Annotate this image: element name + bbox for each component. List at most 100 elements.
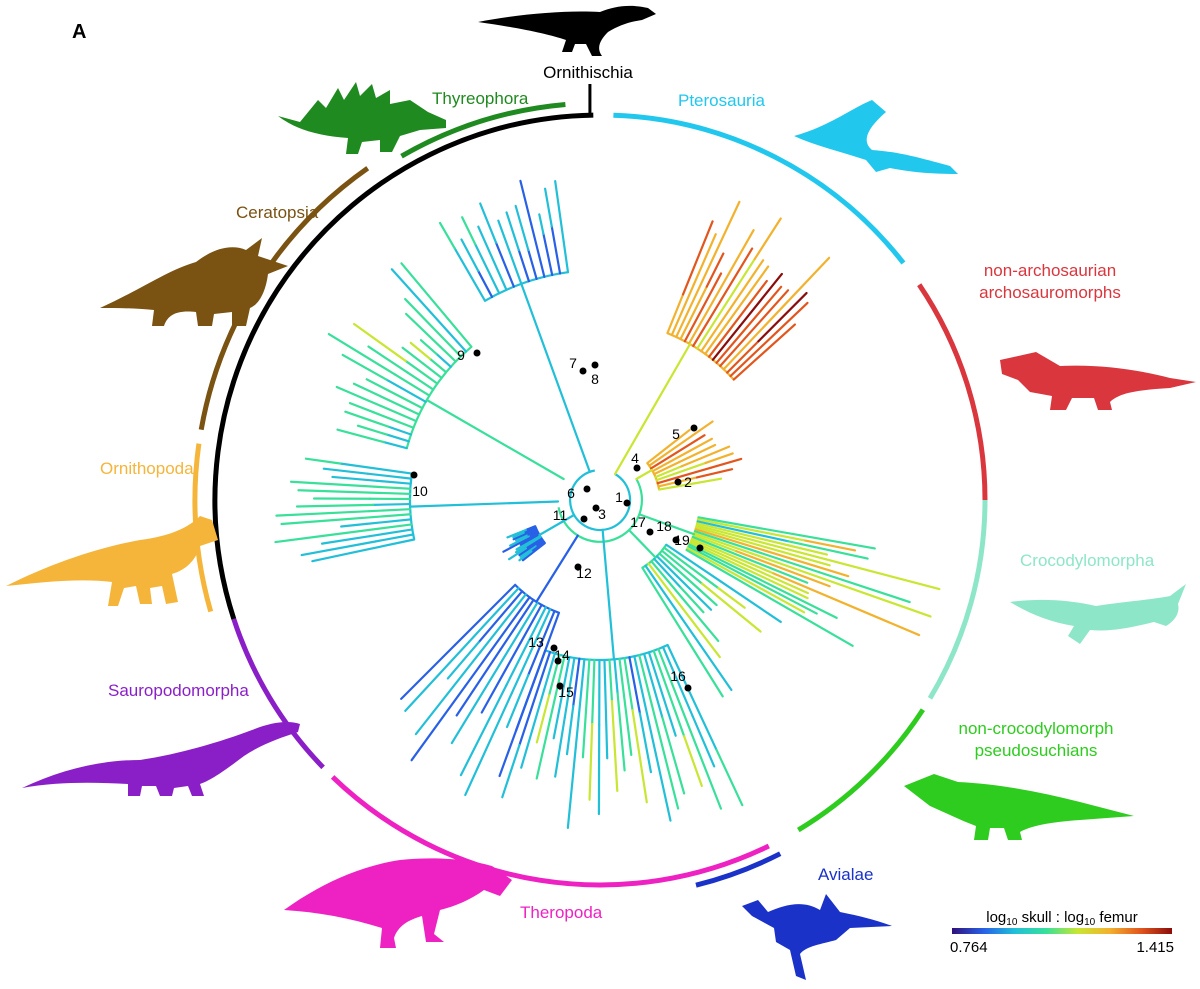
tree-branch <box>304 457 342 465</box>
tree-connector <box>405 345 473 449</box>
tree-branch <box>692 308 717 348</box>
ornithopoda-label: Ornithopoda <box>100 459 194 478</box>
tree-branch <box>647 651 669 711</box>
tree-branch <box>514 540 534 554</box>
bird-silhouette-icon <box>742 894 892 980</box>
tree-branch <box>404 312 442 348</box>
tree-branch <box>518 650 552 747</box>
tree-branch <box>613 343 692 476</box>
tree-branch <box>543 652 556 691</box>
tree-branch <box>677 443 717 464</box>
tree-branch <box>732 357 759 381</box>
tree-branch <box>666 293 685 335</box>
tree-branch <box>785 564 932 618</box>
clade-labels: Ornithischia Thyreophora Pterosauria non… <box>100 63 1155 922</box>
tree-branch <box>438 221 456 250</box>
non_croc-arc <box>797 708 925 833</box>
tree-branch <box>689 730 723 810</box>
tree-branch <box>825 558 941 591</box>
tree-branch <box>429 311 468 353</box>
tree-branch <box>414 650 482 736</box>
node-marker <box>623 499 631 507</box>
tree-branch <box>666 643 718 751</box>
tree-branch <box>474 243 501 295</box>
tree-branch <box>372 502 412 506</box>
tree-branch <box>666 708 677 737</box>
node-number-label: 3 <box>598 506 606 522</box>
tree-branch <box>608 658 614 703</box>
tree-branch <box>428 357 448 374</box>
node-marker <box>580 515 588 523</box>
tree-branch <box>525 538 544 551</box>
tree-branch <box>675 434 706 454</box>
tree-branch <box>735 550 831 588</box>
pterosauria-label: Pterosauria <box>678 91 765 110</box>
tree-branch <box>665 543 723 583</box>
tree-branch <box>631 709 648 804</box>
crocodylomorpha-label: Crocodylomorpha <box>1020 551 1155 570</box>
tree-branch <box>363 538 416 552</box>
tree-branch <box>353 322 407 363</box>
tree-branch <box>519 603 543 645</box>
node-number-label: 15 <box>558 684 574 700</box>
tree-branch <box>748 289 790 334</box>
tree-branch <box>690 537 775 575</box>
tree-branch <box>717 586 746 609</box>
theropoda-label: Theropoda <box>520 903 603 922</box>
tree-branch <box>738 561 810 595</box>
tree-branch <box>477 269 494 299</box>
tree-branch <box>741 542 850 578</box>
tree-branch <box>692 534 738 553</box>
tree-branch <box>628 529 657 559</box>
tree-branch <box>757 291 808 343</box>
tree-branch <box>641 566 690 643</box>
tree-branch <box>544 187 553 228</box>
thyreophora-arc <box>400 102 566 159</box>
tree-branch <box>519 544 537 558</box>
tree-branch <box>374 533 415 543</box>
tree-branch <box>518 548 529 557</box>
tree-branch <box>538 513 576 537</box>
tree-branch <box>488 249 508 291</box>
tree-branch <box>675 263 712 339</box>
tree-branch <box>421 362 443 379</box>
tree-branch <box>401 346 424 365</box>
tree-branch <box>679 285 708 341</box>
tree-branch <box>344 410 390 428</box>
tree-connector <box>557 478 644 543</box>
tree-branch <box>514 681 535 732</box>
tree-branch <box>658 552 698 589</box>
tree-branch <box>715 748 744 807</box>
tree-branch <box>623 657 634 712</box>
tree-branch <box>385 433 410 443</box>
tree-branch <box>679 586 705 614</box>
tree-branch <box>515 540 532 551</box>
tree-branch <box>519 179 533 226</box>
tree-branch <box>750 559 809 584</box>
tree-branch <box>656 466 713 485</box>
tree-branch <box>738 272 783 328</box>
tree-branch <box>499 598 535 651</box>
tree-branch <box>463 596 531 688</box>
tree-branch <box>643 652 664 719</box>
tree-branch <box>651 449 692 473</box>
tree-branch <box>518 550 533 562</box>
tree-branch <box>435 352 452 368</box>
tree-branch <box>520 688 546 769</box>
node-number-label: 19 <box>674 532 690 548</box>
tree-branch <box>512 533 526 541</box>
node-number-label: 7 <box>569 355 577 371</box>
phylogenetic-tree <box>274 179 941 829</box>
tree-branch <box>477 601 539 701</box>
tree-branch <box>366 472 413 480</box>
tree-branch <box>527 609 556 677</box>
tree-branch <box>726 340 760 374</box>
tree-branch <box>694 528 744 545</box>
tree-branch <box>638 654 660 734</box>
tree-branch <box>618 657 626 697</box>
tree-branch <box>480 641 522 714</box>
tree-connector <box>484 271 569 302</box>
tree-branch <box>697 516 801 537</box>
tree-connector <box>666 332 735 381</box>
